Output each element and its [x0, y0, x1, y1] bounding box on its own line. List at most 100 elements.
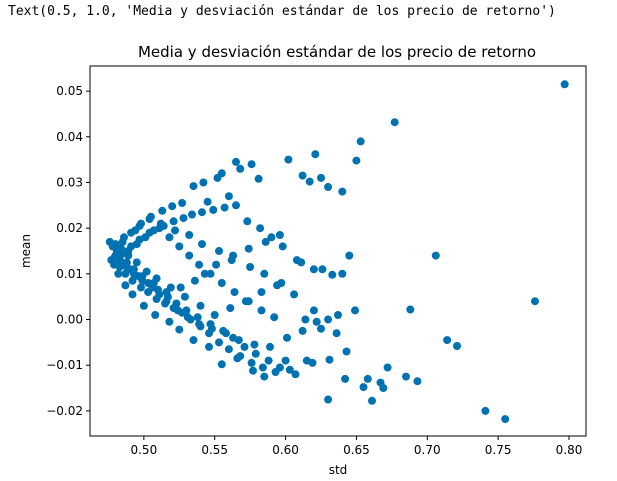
scatter-point: [229, 251, 238, 260]
scatter-point: [257, 288, 266, 297]
scatter-point: [324, 315, 333, 324]
scatter-point: [155, 224, 164, 233]
scatter-point: [215, 338, 223, 347]
scatter-point: [246, 263, 255, 271]
scatter-point: [402, 372, 410, 381]
scatter-point: [297, 258, 306, 267]
scatter-point: [453, 342, 461, 350]
scatter-point: [270, 313, 279, 322]
chart-title: Media y desviación estándar de los preci…: [138, 43, 536, 61]
scatter-point: [203, 197, 212, 206]
scatter-point: [298, 171, 307, 180]
x-tick-label: 0.70: [414, 443, 441, 457]
scatter-point: [118, 237, 127, 246]
scatter-point: [312, 317, 321, 326]
y-tick-label: 0.02: [56, 221, 83, 235]
scatter-point: [266, 342, 274, 351]
scatter-point: [406, 305, 415, 314]
scatter-point: [179, 214, 188, 223]
scatter-point: [284, 155, 293, 164]
scatter-point: [186, 315, 195, 324]
x-tick-label: 0.55: [201, 443, 228, 457]
scatter-point: [285, 365, 294, 374]
scatter-point: [257, 306, 266, 315]
scatter-point: [205, 342, 213, 351]
scatter-point: [226, 304, 235, 313]
scatter-point: [251, 349, 260, 358]
scatter-point: [175, 325, 184, 334]
scatter-point: [135, 221, 144, 230]
scatter-point: [481, 406, 490, 415]
scatter-point: [298, 326, 307, 335]
scatter-point: [171, 226, 179, 235]
scatter-point: [121, 281, 130, 290]
scatter-point: [217, 360, 226, 369]
scatter-point: [145, 228, 154, 237]
scatter-point: [149, 279, 158, 287]
y-tick-label: 0.04: [56, 130, 83, 144]
scatter-point: [236, 352, 245, 361]
scatter-point: [560, 80, 569, 89]
scatter-point: [356, 137, 365, 146]
scatter-point: [196, 322, 205, 331]
scatter-point: [261, 237, 270, 246]
scatter-point: [325, 355, 334, 364]
scatter-point: [318, 265, 327, 274]
x-tick-label: 0.65: [343, 443, 370, 457]
scatter-point: [175, 242, 184, 251]
scatter-point: [213, 173, 222, 182]
scatter-point: [531, 297, 539, 306]
scatter-point: [267, 233, 276, 242]
scatter-point: [215, 247, 223, 255]
scatter-point: [345, 251, 354, 260]
x-tick-label: 0.60: [272, 443, 299, 457]
scatter-point: [305, 177, 314, 186]
scatter-point: [368, 396, 376, 405]
scatter-point: [290, 290, 299, 299]
scatter-point: [243, 217, 252, 226]
scatter-point: [135, 235, 144, 244]
scatter-point: [169, 217, 178, 226]
scatter-point: [190, 276, 199, 285]
scatter-point: [168, 202, 177, 211]
y-tick-label: 0.01: [56, 267, 83, 281]
scatter-point: [278, 242, 287, 251]
scatter-point: [271, 368, 280, 376]
scatter-point: [129, 265, 138, 274]
scatter-point: [165, 233, 174, 242]
y-tick-label: 0.03: [56, 175, 83, 189]
scatter-point: [132, 258, 141, 267]
scatter-point: [121, 269, 130, 278]
scatter-point: [189, 336, 198, 345]
scatter-point: [301, 315, 310, 324]
scatter-point: [224, 345, 233, 354]
scatter-point: [178, 199, 187, 207]
y-tick-label: 0.00: [56, 313, 83, 327]
scatter-point: [185, 231, 194, 239]
scatter-point: [236, 164, 245, 173]
scatter-point: [501, 415, 510, 424]
scatter-point: [198, 208, 206, 217]
scatter-point: [283, 333, 291, 342]
scatter-point: [254, 174, 263, 183]
scatter-point: [443, 336, 452, 345]
scatter-point: [188, 210, 196, 219]
scatter-point: [128, 290, 137, 299]
y-tick-label: 0.05: [56, 84, 83, 98]
scatter-point: [161, 299, 170, 308]
scatter-point: [317, 324, 325, 333]
scatter-point: [332, 329, 341, 338]
scatter-point: [180, 292, 189, 301]
scatter-point: [196, 301, 205, 310]
scatter-point: [212, 260, 221, 269]
scatter-point: [273, 281, 282, 290]
scatter-point: [309, 306, 318, 315]
scatter-point: [114, 269, 123, 278]
scatter-point: [324, 395, 333, 404]
scatter-point: [151, 311, 160, 319]
scatter-point: [250, 340, 259, 349]
scatter-point: [302, 356, 311, 365]
scatter-point: [342, 347, 351, 356]
y-tick-label: −0.01: [46, 358, 83, 372]
